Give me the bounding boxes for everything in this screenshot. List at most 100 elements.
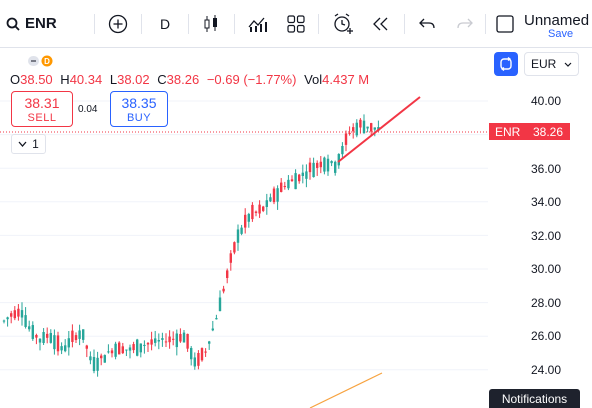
close-label: C xyxy=(157,72,167,87)
candle-body xyxy=(164,341,168,343)
candle-body xyxy=(139,343,142,353)
buy-button[interactable]: 38.35 BUY xyxy=(110,91,168,127)
candle-body xyxy=(276,188,279,202)
alert-button[interactable] xyxy=(329,0,357,47)
candle-body xyxy=(74,335,78,341)
candle-body xyxy=(362,120,366,134)
candle-body xyxy=(334,161,337,173)
candle-body xyxy=(204,351,207,353)
candle-body xyxy=(20,310,24,318)
candle-body xyxy=(2,320,6,322)
candle-body xyxy=(17,308,20,317)
candle-body xyxy=(67,338,70,348)
toolbar-divider xyxy=(94,14,95,34)
replay-button[interactable] xyxy=(368,0,394,47)
compare-button[interactable] xyxy=(104,0,132,47)
candle-body xyxy=(290,179,294,182)
delayed-data-badge xyxy=(41,55,53,67)
candle-body xyxy=(28,326,31,330)
candle-body xyxy=(280,182,283,192)
templates-button[interactable] xyxy=(283,0,309,47)
candle-body xyxy=(226,270,229,278)
candle-body xyxy=(193,357,196,367)
interval-button[interactable]: D xyxy=(159,15,171,32)
top-toolbar: ENR D Unnamed Save xyxy=(0,0,592,48)
candle-body xyxy=(359,119,362,128)
candle-body xyxy=(38,338,42,343)
candle-body xyxy=(215,318,218,320)
candle-body xyxy=(136,339,139,356)
indicators-button[interactable] xyxy=(245,0,271,47)
chevron-down-icon xyxy=(18,141,27,147)
candle-body xyxy=(13,310,16,319)
price-axis-label: 34.00 xyxy=(531,195,562,209)
collapse-count: 1 xyxy=(32,137,39,151)
candle-body xyxy=(175,333,178,348)
search-icon xyxy=(6,17,20,31)
chart-type-button[interactable] xyxy=(198,0,224,47)
redo-button[interactable] xyxy=(452,0,478,47)
sell-label: SELL xyxy=(27,112,57,124)
sell-button[interactable]: 38.31 SELL xyxy=(11,91,73,127)
candles-icon xyxy=(204,14,217,32)
status-indicator[interactable]: D xyxy=(28,55,58,68)
candle-body xyxy=(157,340,160,342)
alarm-clock-plus-icon xyxy=(334,12,353,34)
last-price-value: 38.26 xyxy=(533,124,564,139)
price-axis-label: 32.00 xyxy=(531,229,562,243)
price-axis-label: 30.00 xyxy=(531,262,562,276)
collapse-legend-button[interactable]: 1 xyxy=(11,134,46,154)
plus-circle-icon xyxy=(108,14,128,33)
candle-body xyxy=(6,317,9,320)
candle-body xyxy=(132,344,135,351)
candle-body xyxy=(107,351,110,353)
undo-button[interactable] xyxy=(414,0,440,47)
indicator-line xyxy=(309,372,383,408)
candle-body xyxy=(182,332,186,343)
indicators-icon xyxy=(248,17,267,32)
candle-body xyxy=(125,349,128,351)
save-link[interactable]: Save xyxy=(548,28,574,40)
candle-body xyxy=(179,334,182,342)
candle-body xyxy=(326,158,330,172)
candle-body xyxy=(344,133,348,145)
high-value: 40.34 xyxy=(69,72,103,87)
square-icon xyxy=(496,14,514,33)
notifications-button[interactable]: Notifications xyxy=(489,389,580,408)
price-axis-label: 26.00 xyxy=(531,329,562,343)
layout-name[interactable]: Unnamed xyxy=(524,12,590,29)
candle-body xyxy=(53,335,56,350)
buy-price: 38.35 xyxy=(121,95,157,111)
chevron-down-icon xyxy=(564,62,572,67)
candle-body xyxy=(46,333,49,338)
candle-body xyxy=(42,332,45,344)
candle-body xyxy=(49,332,52,343)
last-price-tag: ENR 38.26 xyxy=(489,123,570,140)
candle-body xyxy=(89,356,92,361)
candle-body xyxy=(190,347,193,360)
fullscreen-button[interactable] xyxy=(494,0,516,47)
candle-body xyxy=(10,313,13,317)
price-axis-label: 40.00 xyxy=(531,94,562,108)
symbol-search[interactable]: ENR xyxy=(6,0,57,47)
candle-body xyxy=(233,242,236,253)
spread-value: 0.04 xyxy=(78,104,98,115)
candle-body xyxy=(287,179,290,189)
candle-body xyxy=(96,357,99,371)
candle-body xyxy=(146,343,150,345)
currency-select[interactable]: EUR xyxy=(524,52,579,76)
candle-body xyxy=(218,297,222,312)
candle-body xyxy=(323,157,326,172)
candle-body xyxy=(373,127,376,130)
rewind-icon xyxy=(373,17,388,30)
price-chart[interactable] xyxy=(0,48,592,408)
candle-body xyxy=(114,343,117,357)
candle-body xyxy=(82,329,85,340)
svg-text:D: D xyxy=(44,57,50,66)
volume-value: 4.437 M xyxy=(322,72,370,87)
candle-body xyxy=(200,348,204,361)
candle-body xyxy=(316,162,319,168)
candle-body xyxy=(366,126,369,129)
toolbar-divider xyxy=(234,14,235,34)
sync-layout-button[interactable] xyxy=(494,52,518,76)
